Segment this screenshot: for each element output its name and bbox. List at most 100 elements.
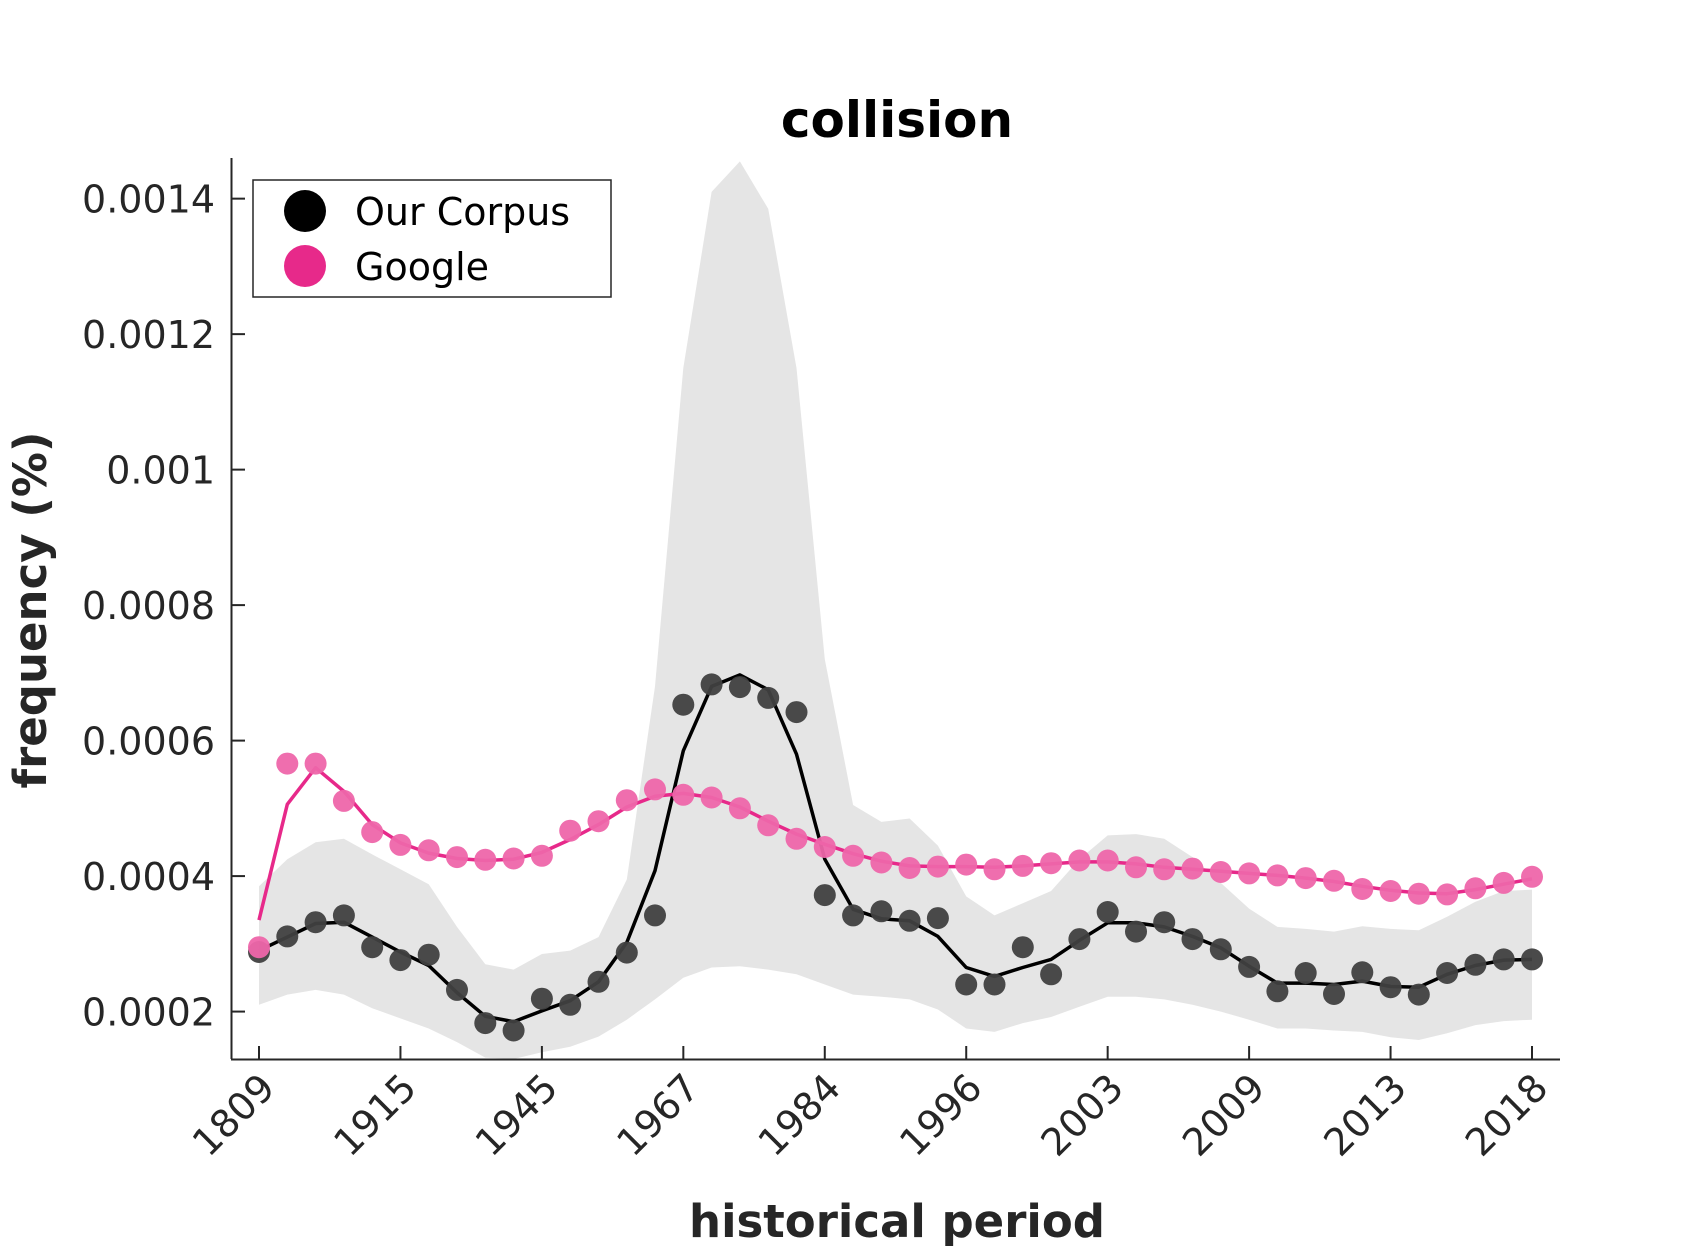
our-corpus-point [446,978,468,1001]
our-corpus-point [502,1019,525,1042]
our-corpus-point [1323,983,1345,1005]
google-point [615,789,638,812]
google-point [1181,857,1204,880]
x-tick-label: 1967 [608,1065,708,1165]
our-corpus-point [389,949,412,972]
our-corpus-point [1492,948,1515,971]
google-point [502,847,525,870]
google-point [332,789,355,812]
google-point [276,752,299,775]
our-corpus-point [700,673,723,696]
google-point [955,853,978,876]
our-corpus-point [1040,963,1063,986]
our-corpus-point [615,941,638,964]
our-corpus-point [926,907,949,930]
x-tick-label: 1945 [467,1065,567,1165]
x-axis-label: historical period [689,1195,1105,1246]
our-corpus-point [870,900,893,923]
google-point [304,752,327,775]
our-corpus-point [1266,980,1289,1003]
google-point [1040,852,1063,875]
google-point [1068,849,1091,872]
legend-label-our-corpus: Our Corpus [355,190,570,234]
google-point [1521,865,1543,888]
x-tick-label: 2018 [1457,1065,1557,1165]
google-point [870,851,893,874]
google-point [1238,862,1261,885]
x-tick-label: 1809 [184,1065,284,1165]
our-corpus-point [1011,936,1034,959]
google-point [559,819,582,842]
our-corpus-point [1436,962,1459,984]
our-corpus-point [644,904,666,927]
google-point [983,858,1006,881]
google-point [926,855,949,878]
x-tick-label: 1996 [891,1065,991,1165]
google-point [1096,849,1119,872]
google-point [1294,867,1317,890]
confidence-band [259,161,1532,1059]
our-corpus-point [361,936,384,959]
our-corpus-point [757,686,780,709]
our-corpus-point [1181,928,1204,951]
y-tick-label: 0.0004 [82,855,215,899]
y-tick-label: 0.0006 [82,720,215,764]
y-tick-label: 0.0002 [82,991,215,1035]
our-corpus-point [955,973,978,996]
x-tick-label: 2003 [1033,1065,1133,1165]
x-tick-label: 1984 [750,1065,850,1165]
our-corpus-point [1464,953,1487,976]
our-corpus-point [672,693,695,716]
our-corpus-points [248,673,1543,1042]
google-point [1464,877,1487,900]
our-corpus-point [474,1012,497,1035]
google-point [700,786,723,809]
our-corpus-point [587,970,610,993]
google-point [842,844,865,867]
plot-area [248,161,1543,1059]
x-tick-label: 1915 [325,1065,425,1165]
google-point [1379,880,1402,902]
google-point [417,839,440,862]
google-point [1492,871,1515,894]
google-point [474,848,497,871]
x-tick-label: 2009 [1174,1065,1274,1165]
google-point [446,846,468,869]
legend-marker-our-corpus [284,190,326,232]
our-corpus-point [276,925,299,948]
our-corpus-point [417,943,440,966]
google-smoothed-line [257,765,1533,921]
google-point [530,844,553,867]
google-point [1323,869,1345,892]
google-point [248,936,270,959]
our-corpus-point [983,973,1006,996]
google-point [813,836,836,858]
google-point [757,814,780,837]
our-corpus-point [1125,920,1147,943]
google-point [1125,856,1147,879]
google-point [587,810,610,833]
legend-marker-google [284,245,326,287]
google-point [361,821,384,844]
our-corpus-point [332,904,355,927]
our-corpus-point [1153,911,1176,934]
our-corpus-point [304,911,327,934]
google-point [785,827,808,850]
y-tick-label: 0.0008 [82,584,215,628]
our-corpus-point [1521,948,1543,971]
google-point [1351,878,1374,900]
google-point [1011,854,1034,877]
y-axis-label: frequency (%) [4,432,57,789]
x-ticks: 1809 1915 1945 1967 1984 1996 2003 2009 2013 2018 [184,1046,1557,1165]
our-corpus-point [1379,976,1402,999]
our-corpus-point [1294,962,1317,984]
chart-title: collision [781,91,1013,149]
google-point [898,857,921,879]
our-corpus-point [559,993,582,1016]
y-tick-label: 0.0014 [82,178,215,222]
google-point [1436,883,1459,906]
legend-label-google: Google [355,245,489,289]
our-corpus-point [530,987,553,1010]
x-tick-label: 2013 [1315,1065,1415,1165]
